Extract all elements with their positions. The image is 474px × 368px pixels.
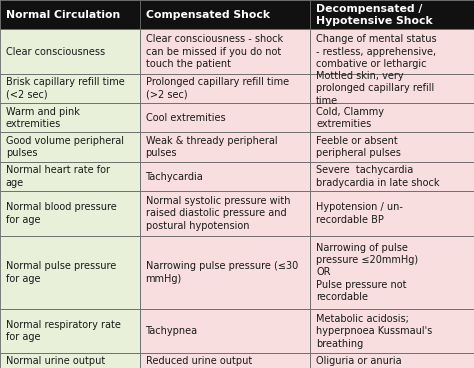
Text: Cold, Clammy
extremities: Cold, Clammy extremities [316,107,384,129]
Text: Feeble or absent
peripheral pulses: Feeble or absent peripheral pulses [316,136,401,158]
Text: Change of mental status
- restless, apprehensive,
combative or lethargic: Change of mental status - restless, appr… [316,34,437,69]
Text: Metabolic acidosis;
hyperpnoea Kussmaul's
breathing: Metabolic acidosis; hyperpnoea Kussmaul'… [316,314,432,348]
Bar [310,132,474,162]
Bar [0,191,140,236]
Text: Good volume peripheral
pulses: Good volume peripheral pulses [6,136,124,158]
Bar [310,309,474,353]
Bar [0,309,140,353]
Bar [0,103,140,132]
Bar [310,74,474,103]
Text: Cool extremities: Cool extremities [146,113,225,123]
Bar [140,132,310,162]
Text: Normal pulse pressure
for age: Normal pulse pressure for age [6,261,116,283]
Text: Normal blood pressure
for age: Normal blood pressure for age [6,202,117,224]
Text: Weak & thready peripheral
pulses: Weak & thready peripheral pulses [146,136,277,158]
Text: Normal respiratory rate
for age: Normal respiratory rate for age [6,320,120,342]
Text: Clear consciousness - shock
can be missed if you do not
touch the patient: Clear consciousness - shock can be misse… [146,34,283,69]
Text: Tachycardia: Tachycardia [146,171,203,182]
Bar [140,29,310,74]
Bar [310,0,474,29]
Bar [310,236,474,309]
Text: Tachypnea: Tachypnea [146,326,198,336]
Text: Warm and pink
extremities: Warm and pink extremities [6,107,80,129]
Bar [0,0,140,29]
Bar [0,74,140,103]
Bar [140,74,310,103]
Text: Narrowing pulse pressure (≤30
mmHg): Narrowing pulse pressure (≤30 mmHg) [146,261,298,283]
Bar [0,162,140,191]
Bar [140,103,310,132]
Text: Reduced urine output: Reduced urine output [146,355,252,366]
Text: Narrowing of pulse
pressure ≤20mmHg)
OR
Pulse pressure not
recordable: Narrowing of pulse pressure ≤20mmHg) OR … [316,243,418,302]
Bar [140,162,310,191]
Bar [140,309,310,353]
Text: Normal heart rate for
age: Normal heart rate for age [6,166,109,188]
Bar [140,0,310,29]
Bar [0,29,140,74]
Bar [140,191,310,236]
Bar [0,132,140,162]
Bar [310,29,474,74]
Bar [310,162,474,191]
Text: Mottled skin, very
prolonged capillary refill
time: Mottled skin, very prolonged capillary r… [316,71,434,106]
Text: Decompensated /
Hypotensive Shock: Decompensated / Hypotensive Shock [316,4,433,26]
Text: Normal Circulation: Normal Circulation [6,10,120,20]
Text: Prolonged capillary refill time
(>2 sec): Prolonged capillary refill time (>2 sec) [146,77,289,99]
Bar [0,353,140,368]
Bar [310,353,474,368]
Text: Normal urine output: Normal urine output [6,355,105,366]
Text: Brisk capillary refill time
(<2 sec): Brisk capillary refill time (<2 sec) [6,77,125,99]
Text: Normal systolic pressure with
raised diastolic pressure and
postural hypotension: Normal systolic pressure with raised dia… [146,196,290,231]
Text: Hypotension / un-
recordable BP: Hypotension / un- recordable BP [316,202,403,224]
Text: Oliguria or anuria: Oliguria or anuria [316,355,402,366]
Bar [0,236,140,309]
Text: Compensated Shock: Compensated Shock [146,10,270,20]
Text: Severe  tachycardia
bradycardia in late shock: Severe tachycardia bradycardia in late s… [316,166,440,188]
Bar [310,103,474,132]
Bar [140,353,310,368]
Bar [140,236,310,309]
Text: Clear consciousness: Clear consciousness [6,46,105,57]
Bar [310,191,474,236]
